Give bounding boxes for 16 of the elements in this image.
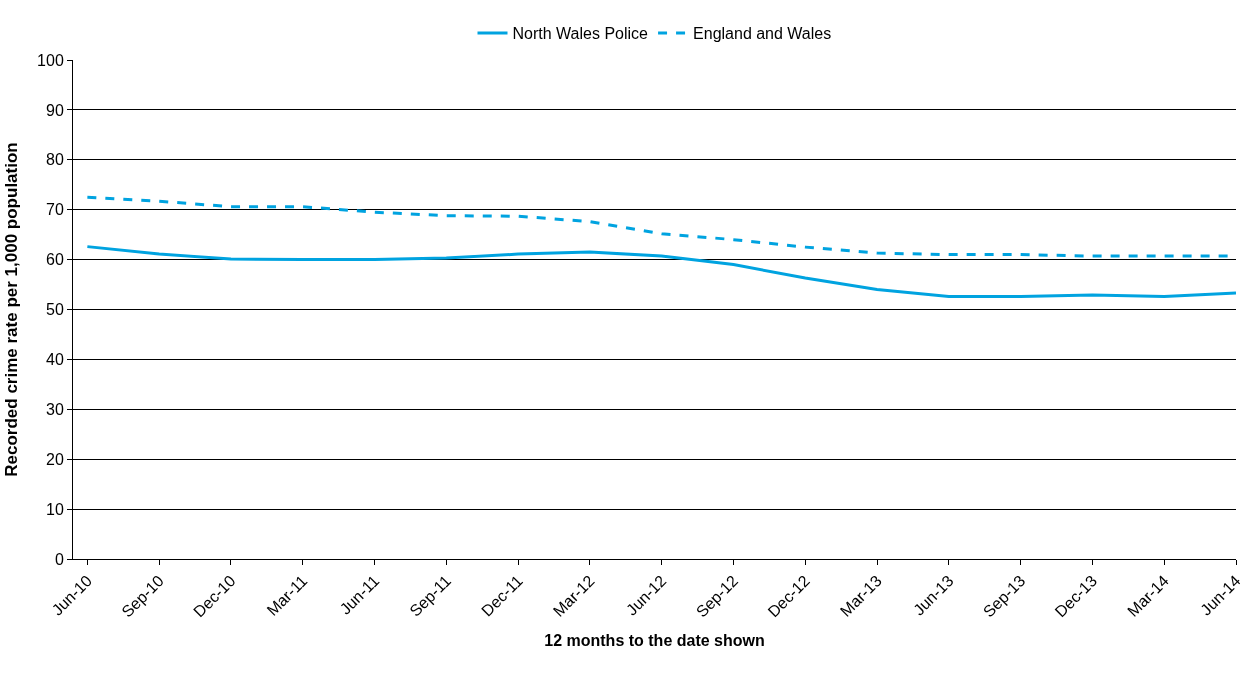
y-tick-label: 80 bbox=[46, 151, 64, 169]
y-tick-label: 60 bbox=[46, 251, 64, 269]
y-tick-label: 50 bbox=[46, 301, 64, 319]
y-tick-label: 0 bbox=[54, 550, 64, 568]
y-tick-label: 90 bbox=[46, 101, 64, 119]
y-tick-label: 20 bbox=[46, 450, 64, 468]
y-tick-label: 100 bbox=[37, 51, 64, 69]
y-tick-label: 30 bbox=[46, 400, 64, 418]
y-tick-label: 70 bbox=[46, 201, 64, 219]
legend-label: North Wales Police bbox=[512, 25, 649, 43]
x-axis-title: 12 months to the date shown bbox=[544, 632, 765, 650]
y-axis-title: Recorded crime rate per 1,000 population bbox=[1, 142, 21, 477]
line-series bbox=[85, 245, 1236, 299]
legend-label: England and Wales bbox=[693, 25, 832, 43]
y-tick-label: 40 bbox=[46, 351, 64, 368]
y-tick-label: 10 bbox=[46, 500, 64, 518]
